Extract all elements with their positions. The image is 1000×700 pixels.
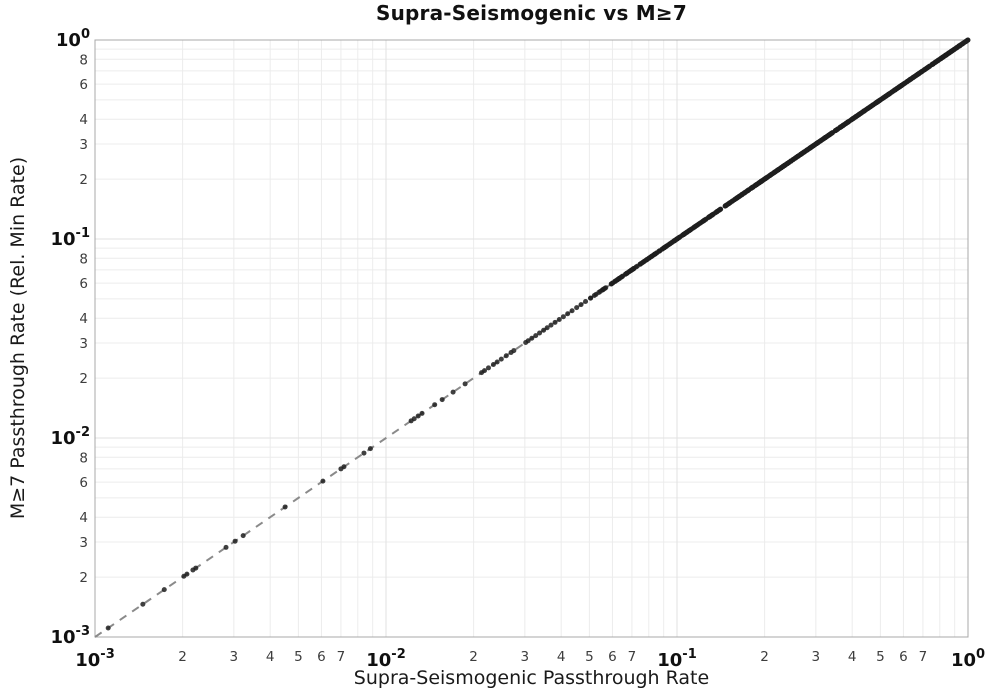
plot-border [94, 39, 969, 638]
svg-text:7: 7 [337, 649, 346, 665]
svg-text:6: 6 [79, 276, 88, 292]
svg-text:10-3: 10-3 [50, 624, 90, 648]
svg-text:10-1: 10-1 [50, 226, 90, 250]
svg-text:4: 4 [557, 649, 566, 665]
svg-text:6: 6 [899, 649, 908, 665]
svg-text:4: 4 [79, 112, 88, 128]
svg-text:3: 3 [521, 649, 530, 665]
svg-text:6: 6 [79, 77, 88, 93]
svg-text:7: 7 [628, 649, 637, 665]
svg-text:8: 8 [79, 251, 88, 267]
svg-text:4: 4 [79, 510, 88, 526]
svg-text:2: 2 [469, 649, 478, 665]
svg-text:4: 4 [266, 649, 275, 665]
svg-text:6: 6 [79, 475, 88, 491]
svg-text:2: 2 [79, 172, 88, 188]
svg-text:10-2: 10-2 [50, 425, 90, 449]
grid-major [95, 40, 968, 637]
chart-title: Supra-Seismogenic vs M≥7 [375, 1, 687, 25]
svg-text:6: 6 [608, 649, 617, 665]
svg-text:2: 2 [178, 649, 187, 665]
svg-text:3: 3 [79, 336, 88, 352]
svg-text:3: 3 [79, 535, 88, 551]
svg-text:7: 7 [919, 649, 928, 665]
svg-text:100: 100 [56, 27, 90, 51]
scatter-points [105, 37, 971, 631]
svg-text:10-3: 10-3 [75, 647, 115, 671]
svg-text:2: 2 [79, 371, 88, 387]
svg-text:3: 3 [812, 649, 821, 665]
svg-text:8: 8 [79, 450, 88, 466]
svg-text:4: 4 [79, 311, 88, 327]
grid-minor [95, 40, 968, 637]
svg-text:3: 3 [79, 137, 88, 153]
svg-text:5: 5 [585, 649, 594, 665]
svg-text:2: 2 [79, 570, 88, 586]
svg-text:2: 2 [760, 649, 769, 665]
svg-text:6: 6 [317, 649, 326, 665]
svg-text:5: 5 [876, 649, 885, 665]
y-axis-label: M≥7 Passthrough Rate (Rel. Min Rate) [7, 156, 29, 520]
svg-text:5: 5 [294, 649, 303, 665]
x-axis-label: Supra-Seismogenic Passthrough Rate [353, 667, 710, 689]
svg-text:4: 4 [848, 649, 857, 665]
svg-text:8: 8 [79, 52, 88, 68]
svg-text:3: 3 [230, 649, 239, 665]
